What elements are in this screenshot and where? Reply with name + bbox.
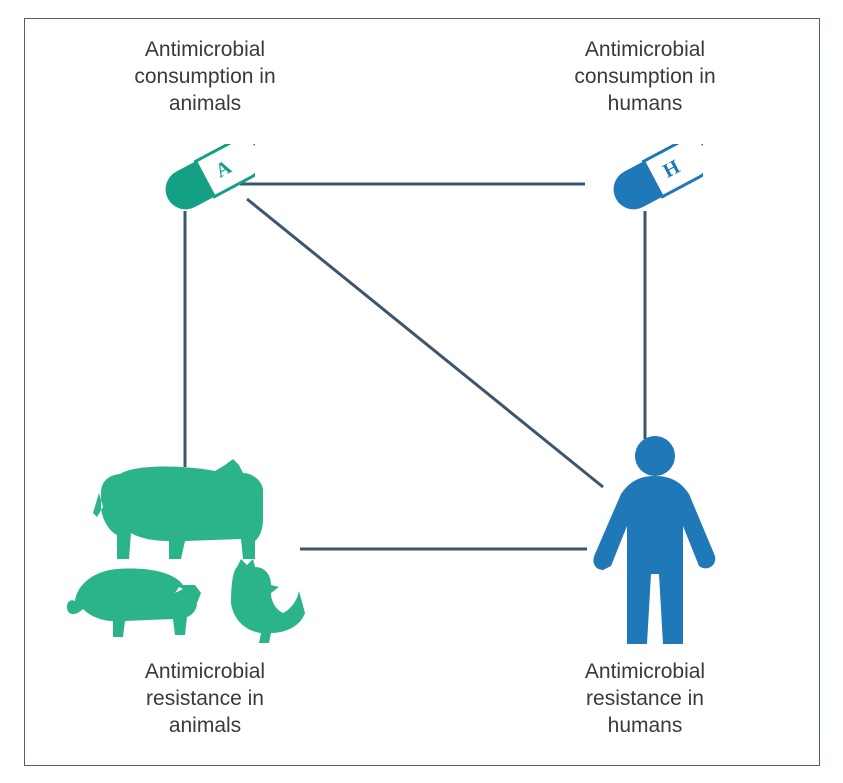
label-resistance-animals: Antimicrobial resistance in animals [95, 659, 315, 740]
label-consumption-humans: Antimicrobial consumption in humans [535, 37, 755, 118]
pill-animals-icon: A [155, 144, 255, 219]
edges-layer [25, 19, 821, 767]
label-consumption-animals: Antimicrobial consumption in animals [95, 37, 315, 118]
animals-icon [65, 459, 325, 649]
pill-humans-icon: H [603, 144, 703, 219]
edge-diagonal [247, 199, 603, 487]
label-resistance-humans: Antimicrobial resistance in humans [535, 659, 755, 740]
human-icon [585, 434, 725, 654]
diagram-frame: Antimicrobial consumption in animals Ant… [24, 18, 820, 766]
